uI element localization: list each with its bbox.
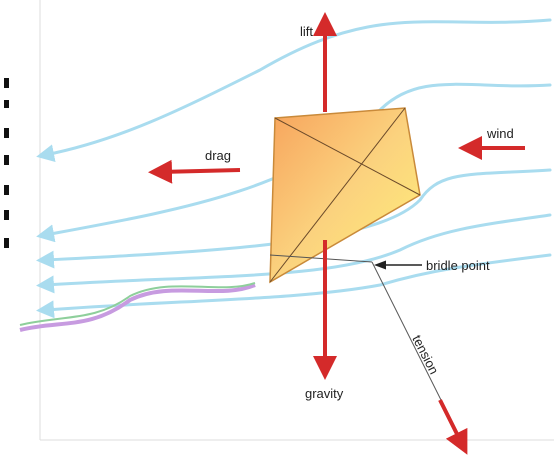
gravity-label: gravity — [305, 386, 344, 401]
drag-label: drag — [205, 148, 231, 163]
drag-arrow — [160, 170, 240, 172]
wind-label: wind — [486, 126, 514, 141]
bridle-point-label: bridle point — [426, 258, 490, 273]
kite-forces-diagram: lift drag wind bridle point tension grav… — [0, 0, 554, 464]
lift-label: lift — [300, 24, 313, 39]
